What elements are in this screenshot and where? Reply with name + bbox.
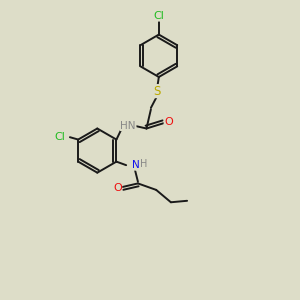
Text: O: O	[164, 117, 173, 127]
Text: HN: HN	[121, 121, 136, 130]
Text: H: H	[140, 159, 148, 169]
Text: O: O	[113, 183, 122, 193]
Text: Cl: Cl	[153, 11, 164, 21]
Text: Cl: Cl	[54, 132, 65, 142]
Text: S: S	[154, 85, 161, 98]
Text: N: N	[132, 160, 140, 170]
